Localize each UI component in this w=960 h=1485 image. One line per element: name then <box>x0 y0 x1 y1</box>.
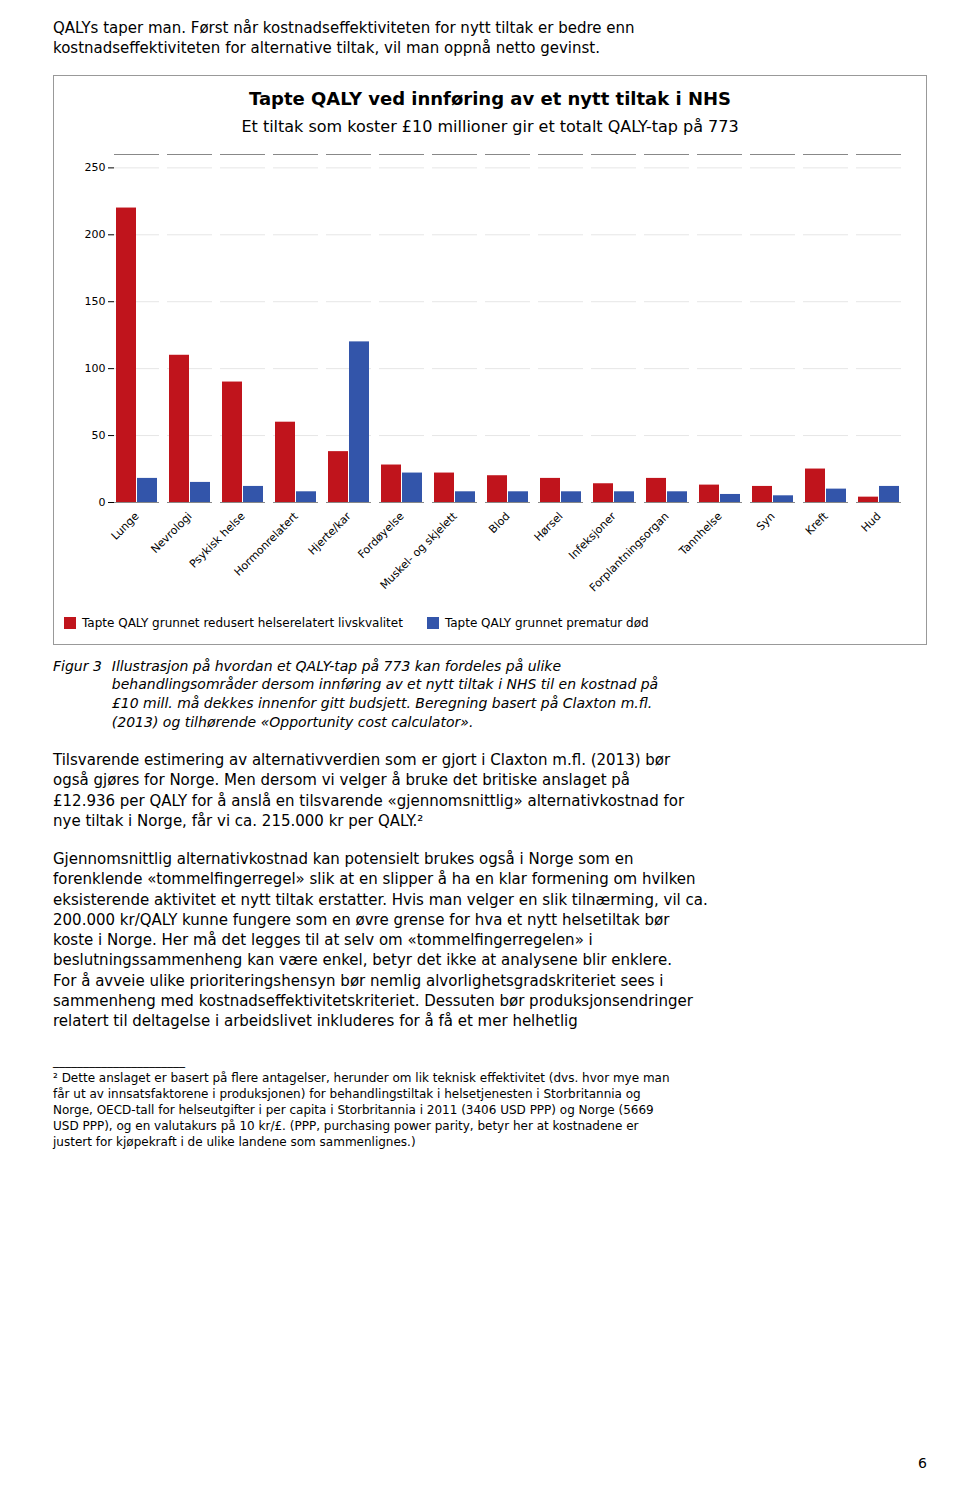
svg-text:Hjerte/kar: Hjerte/kar <box>306 509 354 557</box>
svg-text:50: 50 <box>92 429 106 442</box>
svg-text:150: 150 <box>85 295 106 308</box>
svg-text:Lunge: Lunge <box>109 509 142 542</box>
svg-text:Fordøyelse: Fordøyelse <box>355 509 406 560</box>
svg-text:Syn: Syn <box>754 509 778 533</box>
html-text:Tapte QALY grunnet redusert he: Tapte QALY grunnet redusert helserelater… <box>82 615 403 630</box>
svg-text:Hud: Hud <box>859 509 884 534</box>
html-text:Gjennomsnittlig alternativkost: Gjennomsnittlig alternativkostnad kan po… <box>53 850 708 1031</box>
svg-text:Forplantningsorgan: Forplantningsorgan <box>587 509 672 594</box>
svg-text:Tannhelse: Tannhelse <box>676 509 725 558</box>
svg-text:250: 250 <box>85 161 106 174</box>
svg-text:100: 100 <box>85 362 106 375</box>
html-text:______________________ ² Dette: ______________________ ² Dette anslaget … <box>53 1054 670 1150</box>
svg-text:Kreft: Kreft <box>803 509 831 537</box>
html-text:Illustrasjon på hvordan et QAL: Illustrasjon på hvordan et QALY-tap på 7… <box>111 657 659 731</box>
html-text:Figur 3: Figur 3 <box>53 657 102 674</box>
html-text:Tapte QALY grunnet prematur dø: Tapte QALY grunnet prematur død <box>444 615 649 630</box>
html-text:Tilsvarende estimering av alte: Tilsvarende estimering av alternativverd… <box>53 751 685 830</box>
svg-text:Blod: Blod <box>486 509 512 535</box>
svg-text:Hormonrelatert: Hormonrelatert <box>232 509 301 578</box>
svg-text:0: 0 <box>99 496 106 509</box>
svg-text:Muskel- og skjelett: Muskel- og skjelett <box>378 509 461 592</box>
svg-text:200: 200 <box>85 228 106 241</box>
html-text:Et tiltak som koster £10 milli: Et tiltak som koster £10 millioner gir e… <box>241 116 739 136</box>
html-text:6: 6 <box>918 1455 927 1471</box>
svg-text:Infeksjoner: Infeksjoner <box>566 509 619 562</box>
html-text:Tapte QALY ved innføring av et: Tapte QALY ved innføring av et nytt tilt… <box>249 87 731 109</box>
html-text:QALYs taper man. Først når kos: QALYs taper man. Først når kostnadseffek… <box>53 19 635 58</box>
svg-text:Nevrologi: Nevrologi <box>148 509 194 555</box>
svg-text:Hørsel: Hørsel <box>532 509 566 543</box>
svg-text:Psykisk helse: Psykisk helse <box>186 509 248 571</box>
